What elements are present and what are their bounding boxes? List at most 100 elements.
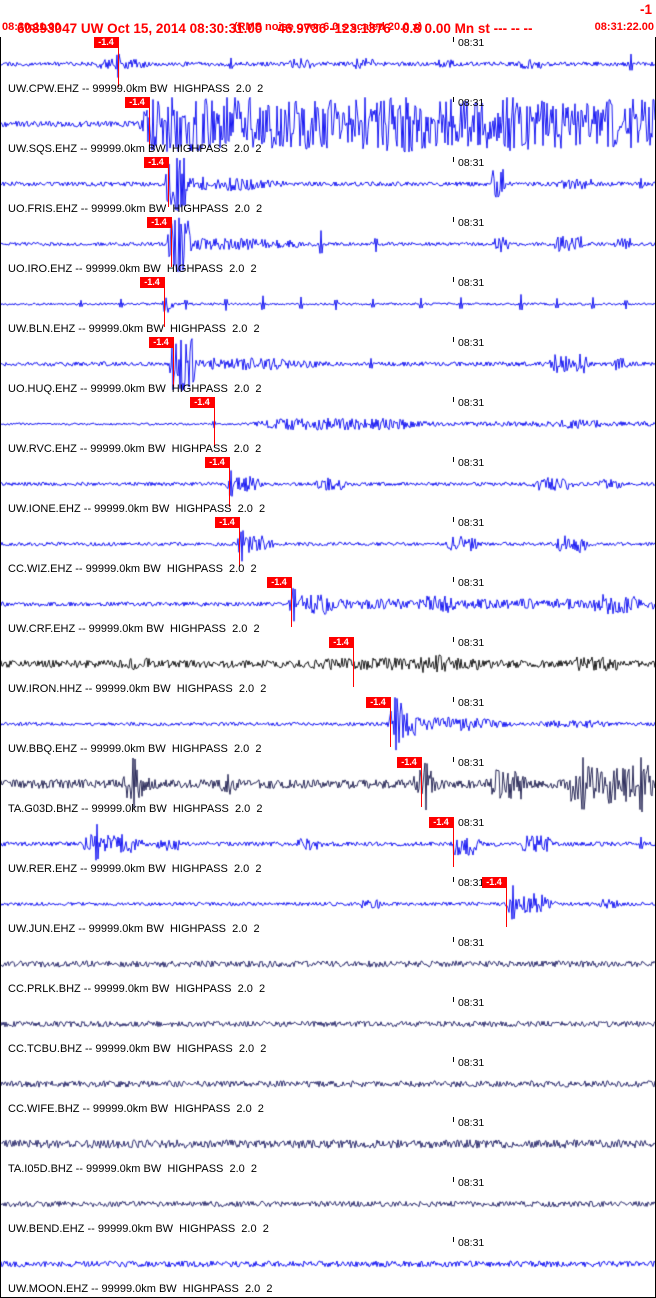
minute-label: 08:31 xyxy=(458,337,485,349)
station-label[interactable]: UW.SQS.EHZ -- 99999.0km BW HIGHPASS 2.0 … xyxy=(8,143,262,155)
pick-line xyxy=(173,337,174,387)
pick-flag[interactable]: -1.4 xyxy=(144,157,168,168)
trace-row: 08:31 -1.4 UW.IRON.HHZ -- 99999.0km BW H… xyxy=(1,637,655,697)
trace-row: 08:31 -1.4 UW.BBQ.EHZ -- 99999.0km BW HI… xyxy=(1,697,655,757)
station-label[interactable]: TA.I05D.BHZ -- 99999.0km BW HIGHPASS 2.0… xyxy=(8,1163,258,1175)
station-label[interactable]: CC.WIZ.EHZ -- 99999.0km BW HIGHPASS 2.0 … xyxy=(8,563,257,575)
minute-tick xyxy=(453,157,454,162)
pick-flag[interactable]: -1.4 xyxy=(94,37,118,48)
trace-row: 08:31 -1.4 UW.JUN.EHZ -- 99999.0km BW HI… xyxy=(1,877,655,937)
minute-label: 08:31 xyxy=(458,877,485,889)
pick-line xyxy=(171,217,172,267)
pick-line xyxy=(229,457,230,507)
station-label[interactable]: UO.HUQ.EHZ -- 99999.0km BW HIGHPASS 2.0 … xyxy=(8,383,262,395)
trace-row: 08:31 -1.4 UW.SQS.EHZ -- 99999.0km BW HI… xyxy=(1,97,655,157)
waveform-trace[interactable] xyxy=(1,1237,655,1297)
pick-line xyxy=(390,697,391,747)
waveform-trace[interactable] xyxy=(1,1177,655,1237)
waveform-trace[interactable] xyxy=(1,337,655,397)
waveform-trace[interactable] xyxy=(1,997,655,1057)
pick-flag[interactable]: -1.4 xyxy=(366,697,390,708)
waveform-trace[interactable] xyxy=(1,277,655,337)
pick-line xyxy=(421,757,422,807)
pick-flag[interactable]: -1.4 xyxy=(190,397,214,408)
minute-label: 08:31 xyxy=(458,1177,485,1189)
minute-label: 08:31 xyxy=(458,157,485,169)
pick-flag[interactable]: -1.4 xyxy=(125,97,149,108)
waveform-trace[interactable] xyxy=(1,937,655,997)
waveform-trace[interactable] xyxy=(1,697,655,757)
waveform-trace[interactable] xyxy=(1,817,655,877)
trace-row: 08:31 -1.4 UW.BLN.EHZ -- 99999.0km BW HI… xyxy=(1,277,655,337)
pick-line xyxy=(168,157,169,207)
waveform-trace[interactable] xyxy=(1,97,655,157)
minute-label: 08:31 xyxy=(458,1237,485,1249)
pick-line xyxy=(453,817,454,867)
station-label[interactable]: UW.RER.EHZ -- 99999.0km BW HIGHPASS 2.0 … xyxy=(8,863,262,875)
trace-row: 08:31 -1.4 UW.RER.EHZ -- 99999.0km BW HI… xyxy=(1,817,655,877)
minute-tick xyxy=(453,217,454,222)
trace-row: 08:31 UW.MOON.EHZ -- 99999.0km BW HIGHPA… xyxy=(1,1237,655,1297)
trace-row: 08:31 -1.4 UW.RVC.EHZ -- 99999.0km BW HI… xyxy=(1,397,655,457)
minute-tick xyxy=(453,1117,454,1122)
station-label[interactable]: UW.CRF.EHZ -- 99999.0km BW HIGHPASS 2.0 … xyxy=(8,623,260,635)
minute-tick xyxy=(453,277,454,282)
pick-flag[interactable]: -1.4 xyxy=(149,337,173,348)
waveform-trace[interactable] xyxy=(1,637,655,697)
minute-tick xyxy=(453,697,454,702)
station-label[interactable]: CC.WIFE.BHZ -- 99999.0km BW HIGHPASS 2.0… xyxy=(8,1103,264,1115)
pick-line xyxy=(164,277,165,327)
waveform-trace[interactable] xyxy=(1,577,655,637)
minute-tick xyxy=(453,397,454,402)
waveform-trace[interactable] xyxy=(1,757,655,817)
waveform-trace[interactable] xyxy=(1,217,655,277)
waveform-trace[interactable] xyxy=(1,517,655,577)
station-label[interactable]: UW.BLN.EHZ -- 99999.0km BW HIGHPASS 2.0 … xyxy=(8,323,260,335)
minute-tick xyxy=(453,97,454,102)
waveform-trace[interactable] xyxy=(1,157,655,217)
station-label[interactable]: UO.IRO.EHZ -- 99999.0km BW HIGHPASS 2.0 … xyxy=(8,263,257,275)
pick-flag[interactable]: -1.4 xyxy=(147,217,171,228)
station-label[interactable]: TA.G03D.BHZ -- 99999.0km BW HIGHPASS 2.0… xyxy=(8,803,263,815)
minute-tick xyxy=(453,1177,454,1182)
trace-row: 08:31 -1.4 CC.WIZ.EHZ -- 99999.0km BW HI… xyxy=(1,517,655,577)
pick-flag[interactable]: -1.4 xyxy=(397,757,421,768)
station-label[interactable]: UW.BBQ.EHZ -- 99999.0km BW HIGHPASS 2.0 … xyxy=(8,743,262,755)
trace-row: 08:31 TA.I05D.BHZ -- 99999.0km BW HIGHPA… xyxy=(1,1117,655,1177)
pick-line xyxy=(291,577,292,627)
station-label[interactable]: UW.IONE.EHZ -- 99999.0km BW HIGHPASS 2.0… xyxy=(8,503,266,515)
station-label[interactable]: UO.FRIS.EHZ -- 99999.0km BW HIGHPASS 2.0… xyxy=(8,203,263,215)
waveform-trace[interactable] xyxy=(1,1117,655,1177)
minute-tick xyxy=(453,997,454,1002)
window-start-time: 08:30:11.00 xyxy=(2,21,61,33)
scale-note: (RMS noise over 6.0 s scaled 20.0 x) xyxy=(233,21,423,33)
minute-label: 08:31 xyxy=(458,757,485,769)
trace-row: 08:31 CC.PRLK.BHZ -- 99999.0km BW HIGHPA… xyxy=(1,937,655,997)
station-label[interactable]: CC.TCBU.BHZ -- 99999.0km BW HIGHPASS 2.0… xyxy=(8,1043,267,1055)
station-label[interactable]: UW.MOON.EHZ -- 99999.0km BW HIGHPASS 2.0… xyxy=(8,1283,273,1295)
pick-flag[interactable]: -1.4 xyxy=(205,457,229,468)
station-label[interactable]: UW.RVC.EHZ -- 99999.0km BW HIGHPASS 2.0 … xyxy=(8,443,262,455)
station-label[interactable]: UW.JUN.EHZ -- 99999.0km BW HIGHPASS 2.0 … xyxy=(8,923,260,935)
pick-flag[interactable]: -1.4 xyxy=(267,577,291,588)
waveform-trace[interactable] xyxy=(1,877,655,937)
station-label[interactable]: UW.BEND.EHZ -- 99999.0km BW HIGHPASS 2.0… xyxy=(8,1223,269,1235)
waveform-trace[interactable] xyxy=(1,457,655,517)
pick-line xyxy=(118,37,119,87)
minute-tick xyxy=(453,1237,454,1242)
event-summary: 60893047 UW Oct 15, 2014 08:30:31.00 46.… xyxy=(17,21,533,36)
waveform-trace[interactable] xyxy=(1,397,655,457)
minute-tick xyxy=(453,637,454,642)
minute-label: 08:31 xyxy=(458,517,485,529)
station-label[interactable]: CC.PRLK.BHZ -- 99999.0km BW HIGHPASS 2.0… xyxy=(8,983,266,995)
pick-flag[interactable]: -1.4 xyxy=(429,817,453,828)
pick-flag[interactable]: -1.4 xyxy=(140,277,164,288)
waveform-trace[interactable] xyxy=(1,1057,655,1117)
minute-label: 08:31 xyxy=(458,457,485,469)
pick-flag[interactable]: -1.4 xyxy=(329,637,353,648)
pick-flag[interactable]: -1.4 xyxy=(482,877,506,888)
station-label[interactable]: UW.CPW.EHZ -- 99999.0km BW HIGHPASS 2.0 … xyxy=(8,83,264,95)
pick-flag[interactable]: -1.4 xyxy=(215,517,239,528)
station-label[interactable]: UW.IRON.HHZ -- 99999.0km BW HIGHPASS 2.0… xyxy=(8,683,267,695)
